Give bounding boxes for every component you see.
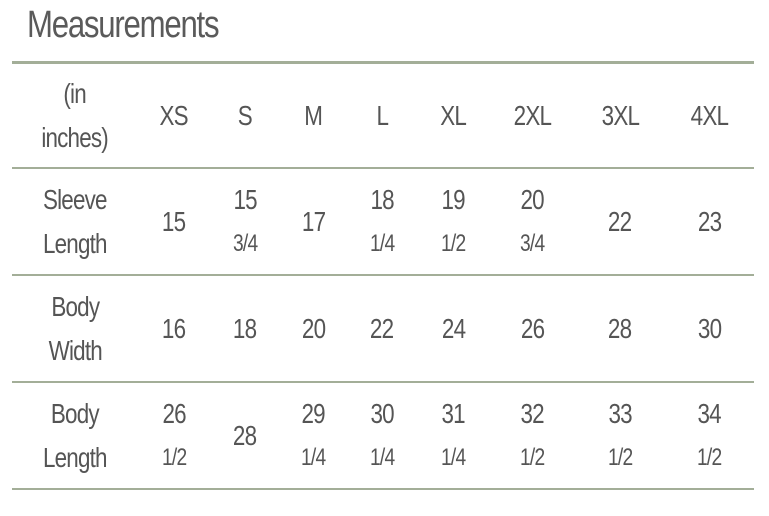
value-cell-l-line: 1/4 (369, 443, 395, 471)
measurements-table: (in inches) XS S M L XL 2XL 3XL 4XL Sleeve Length 15… (12, 61, 754, 490)
size-header-2xl: 2XL (490, 63, 575, 169)
value-cell-s-line: 18 (233, 312, 257, 344)
value-cell-3xl-line: 22 (608, 205, 632, 237)
row-label-line: Length (43, 227, 108, 259)
size-header-3xl-line: 3XL (601, 99, 639, 131)
size-header-s-line: S (237, 99, 253, 131)
value-cell-m: 29 1/4 (280, 382, 347, 489)
row-label-line: Body (51, 290, 100, 322)
row-label: Body Width (12, 275, 138, 382)
value-cell-xl: 31 1/4 (417, 382, 490, 489)
value-cell-3xl: 28 (575, 275, 665, 382)
value-cell-l-line: 1/4 (369, 229, 395, 257)
value-cell-m: 20 (280, 275, 347, 382)
header-row: (in inches) XS S M L XL 2XL 3XL 4XL (12, 63, 754, 169)
value-cell-xs-line: 26 (162, 397, 186, 429)
value-cell-3xl-line: 33 (608, 397, 632, 429)
value-cell-4xl: 30 (665, 275, 754, 382)
value-cell-xs: 16 (138, 275, 210, 382)
value-cell-xl-line: 1/2 (441, 229, 466, 257)
row-label: Sleeve Length (12, 168, 138, 275)
value-cell-s: 18 (210, 275, 280, 382)
value-cell-4xl: 34 1/2 (665, 382, 754, 489)
value-cell-3xl: 22 (575, 168, 665, 275)
value-cell-l-line: 30 (370, 397, 394, 429)
value-cell-xl: 19 1/2 (417, 168, 490, 275)
value-cell-4xl-line: 30 (697, 312, 722, 344)
value-cell-xs-line: 15 (162, 205, 186, 237)
size-header-xl: XL (417, 63, 490, 169)
value-cell-2xl: 32 1/2 (490, 382, 575, 489)
value-cell-s-line: 3/4 (232, 229, 258, 257)
value-cell-m-line: 1/4 (301, 443, 326, 471)
value-cell-s-line: 28 (233, 419, 257, 451)
size-header-m: M (280, 63, 347, 169)
page-title: Measurements (27, 4, 220, 46)
row-label-line: Body (51, 397, 100, 429)
units-label-line: inches) (41, 121, 109, 153)
units-label: (in inches) (12, 63, 138, 169)
value-cell-xl-line: 24 (441, 312, 466, 344)
row-label-line: Width (48, 334, 102, 366)
table-row: Sleeve Length 15 15 3/4 17 18 1/4 19 1/2 20 3/4 22 23 (12, 168, 754, 275)
size-header-xs: XS (138, 63, 210, 169)
value-cell-l-line: 18 (370, 183, 394, 215)
value-cell-2xl-line: 20 (520, 183, 545, 215)
size-header-l: L (347, 63, 417, 169)
value-cell-l: 22 (347, 275, 417, 382)
value-cell-3xl-line: 1/2 (607, 443, 633, 471)
size-header-m-line: M (304, 99, 324, 131)
size-header-2xl-line: 2XL (513, 99, 552, 131)
value-cell-2xl: 20 3/4 (490, 168, 575, 275)
value-cell-l: 30 1/4 (347, 382, 417, 489)
value-cell-l: 18 1/4 (347, 168, 417, 275)
value-cell-xl-line: 19 (441, 183, 466, 215)
size-header-l-line: L (376, 99, 388, 131)
value-cell-2xl-line: 26 (520, 312, 545, 344)
value-cell-xs-line: 16 (162, 312, 186, 344)
value-cell-m-line: 17 (301, 205, 326, 237)
value-cell-3xl: 33 1/2 (575, 382, 665, 489)
value-cell-s-line: 15 (233, 183, 257, 215)
value-cell-m: 17 (280, 168, 347, 275)
value-cell-xs-line: 1/2 (161, 443, 187, 471)
value-cell-xl: 24 (417, 275, 490, 382)
value-cell-2xl-line: 3/4 (520, 229, 545, 257)
value-cell-xs: 15 (138, 168, 210, 275)
value-cell-m-line: 20 (301, 312, 326, 344)
row-label-line: Sleeve (43, 183, 107, 215)
value-cell-xl-line: 1/4 (441, 443, 466, 471)
value-cell-2xl-line: 32 (520, 397, 545, 429)
value-cell-s: 28 (210, 382, 280, 489)
value-cell-4xl-line: 1/2 (697, 443, 722, 471)
size-header-xl-line: XL (440, 99, 468, 131)
table-row: Body Length 26 1/2 28 29 1/4 30 1/4 31 1/4 32 1/2 33 1… (12, 382, 754, 489)
value-cell-s: 15 3/4 (210, 168, 280, 275)
value-cell-4xl: 23 (665, 168, 754, 275)
size-header-4xl: 4XL (665, 63, 754, 169)
size-header-xs-line: XS (159, 99, 189, 131)
row-label-line: Length (43, 441, 108, 473)
value-cell-4xl-line: 34 (697, 397, 722, 429)
value-cell-l-line: 22 (370, 312, 394, 344)
value-cell-2xl: 26 (490, 275, 575, 382)
size-header-4xl-line: 4XL (690, 99, 729, 131)
table-row: Body Width 16 18 20 22 24 26 28 30 (12, 275, 754, 382)
row-label: Body Length (12, 382, 138, 489)
value-cell-4xl-line: 23 (697, 205, 722, 237)
value-cell-xl-line: 31 (441, 397, 466, 429)
units-label-line: (in (63, 77, 87, 109)
value-cell-3xl-line: 28 (608, 312, 632, 344)
value-cell-xs: 26 1/2 (138, 382, 210, 489)
size-header-3xl: 3XL (575, 63, 665, 169)
size-header-s: S (210, 63, 280, 169)
value-cell-2xl-line: 1/2 (520, 443, 545, 471)
value-cell-m-line: 29 (301, 397, 326, 429)
